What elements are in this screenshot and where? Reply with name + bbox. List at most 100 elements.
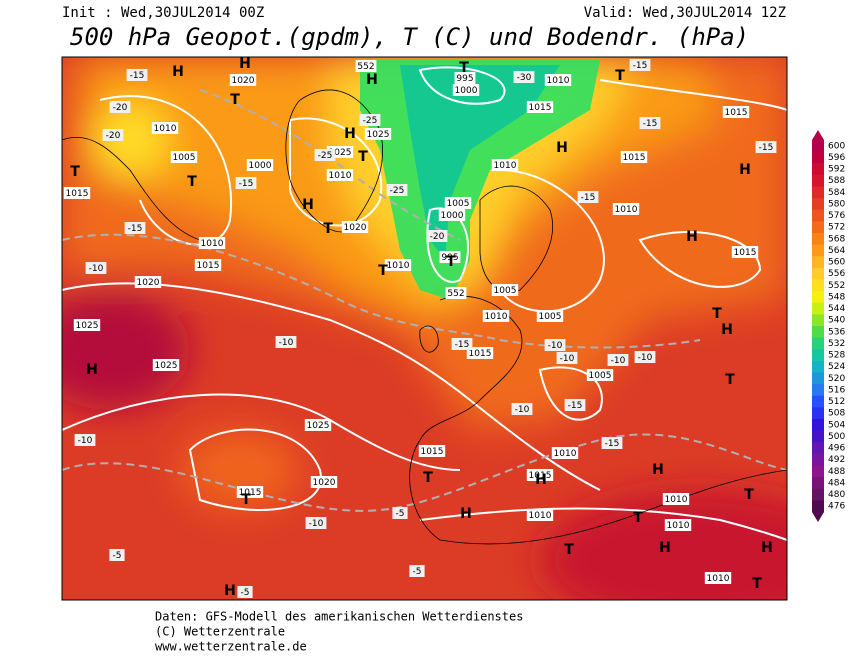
pressure-system: H bbox=[366, 72, 378, 88]
temperature-label-box bbox=[629, 59, 651, 71]
isobar-label-box bbox=[326, 169, 354, 181]
isobar-label: 1010 bbox=[547, 76, 570, 86]
temperature-label: -15 bbox=[130, 71, 145, 81]
pressure-system: T bbox=[725, 372, 735, 388]
isobar-label: 1015 bbox=[623, 153, 646, 163]
temperature-label: -25 bbox=[318, 151, 333, 161]
colorbar-label: 480 bbox=[828, 490, 845, 500]
pressure-system: H bbox=[86, 362, 98, 378]
colorbar-label: 488 bbox=[828, 467, 845, 477]
isobar-label-box bbox=[304, 419, 332, 431]
footer-line: Daten: GFS-Modell des amerikanischen Wet… bbox=[155, 610, 523, 624]
isobar-label-box bbox=[170, 151, 198, 163]
isobar-label-box bbox=[526, 101, 554, 113]
colorbar-label: 560 bbox=[828, 258, 845, 268]
temperature-label-box bbox=[511, 403, 533, 415]
temperature-label: -5 bbox=[396, 509, 405, 519]
colorbar-label: 516 bbox=[828, 385, 845, 395]
temperature-label: -10 bbox=[638, 353, 653, 363]
temperature-label-box bbox=[513, 71, 535, 83]
isobar-label: 552 bbox=[447, 289, 464, 299]
isobar-label: 1025 bbox=[367, 130, 390, 140]
temperature-label: -10 bbox=[89, 264, 104, 274]
isobar-label-box bbox=[586, 369, 614, 381]
isobar-label: 1025 bbox=[155, 361, 178, 371]
colorbar-label: 576 bbox=[828, 211, 845, 221]
isobar-label: 1020 bbox=[137, 278, 160, 288]
isobar-label: 1025 bbox=[76, 321, 99, 331]
isobar-label-box bbox=[152, 359, 180, 371]
temperature-label: -20 bbox=[113, 103, 128, 113]
isobar-label-box bbox=[526, 509, 554, 521]
temperature-label-box bbox=[237, 586, 253, 598]
isobar-label-box bbox=[151, 122, 179, 134]
isobar-label: 1005 bbox=[447, 199, 470, 209]
isobar-label-box bbox=[482, 310, 510, 322]
temperature-label-box bbox=[556, 352, 578, 364]
colorbar-swatch bbox=[812, 140, 824, 153]
isobar-label: 1025 bbox=[329, 148, 352, 158]
colorbar-swatch bbox=[812, 302, 824, 315]
isobar-label: 1000 bbox=[455, 86, 478, 96]
pressure-system: T bbox=[712, 306, 722, 322]
isobar-label-box bbox=[491, 159, 519, 171]
temperature-label: -10 bbox=[548, 341, 563, 351]
isobar-label: 1015 bbox=[197, 261, 220, 271]
colorbar-label: 584 bbox=[828, 188, 845, 198]
temperature-label: -15 bbox=[581, 193, 596, 203]
isobar-label-box bbox=[229, 74, 257, 86]
pressure-system: T bbox=[423, 470, 433, 486]
isobar-label: 1010 bbox=[707, 574, 730, 584]
map-frame bbox=[61, 56, 788, 601]
isobar-label-box bbox=[466, 347, 494, 359]
isobar-label-box bbox=[310, 476, 338, 488]
temperature-label: -15 bbox=[128, 224, 143, 234]
colorbar-bottom-arrow bbox=[812, 512, 824, 522]
temperature-label-box bbox=[126, 69, 148, 81]
colorbar-label: 536 bbox=[828, 327, 845, 337]
temperature-label-box bbox=[124, 222, 146, 234]
pressure-system: T bbox=[241, 492, 251, 508]
colorbar-label: 596 bbox=[828, 153, 845, 163]
pressure-system: T bbox=[564, 542, 574, 558]
init-time: Init : Wed,30JUL2014 00Z bbox=[62, 5, 264, 21]
pressure-system: T bbox=[230, 92, 240, 108]
isobar-label-box bbox=[364, 128, 392, 140]
colorbar-label: 552 bbox=[828, 281, 845, 291]
isobar-label: 1005 bbox=[589, 371, 612, 381]
isobar-label-box bbox=[612, 203, 640, 215]
colorbar-label: 520 bbox=[828, 374, 845, 384]
colorbar-label: 492 bbox=[828, 455, 845, 465]
isobar-label: 1015 bbox=[725, 108, 748, 118]
colorbar-label: 572 bbox=[828, 223, 845, 233]
isobar-label: 1010 bbox=[554, 449, 577, 459]
pressure-system: H bbox=[224, 583, 236, 599]
pressure-system: T bbox=[633, 510, 643, 526]
pressure-system: H bbox=[652, 462, 664, 478]
temperature-label: -15 bbox=[605, 439, 620, 449]
temperature-label-box bbox=[74, 434, 96, 446]
pressure-system: H bbox=[761, 540, 773, 556]
temperature-label-box bbox=[275, 336, 297, 348]
temperature-label-box bbox=[544, 339, 566, 351]
temperature-label: -10 bbox=[515, 405, 530, 415]
temperature-label: -15 bbox=[568, 401, 583, 411]
isobar-label-box bbox=[134, 276, 162, 288]
colorbar-label: 564 bbox=[828, 246, 845, 256]
colorbar-swatch bbox=[812, 349, 824, 362]
temperature-label: -15 bbox=[239, 179, 254, 189]
isobar-label: 1010 bbox=[665, 495, 688, 505]
temperature-label-box bbox=[634, 351, 656, 363]
colorbar-swatch bbox=[812, 395, 824, 408]
colorbar-label: 524 bbox=[828, 362, 845, 372]
isobar-label: 1010 bbox=[615, 205, 638, 215]
colorbar-label: 588 bbox=[828, 176, 845, 186]
temperature-label-box bbox=[607, 354, 629, 366]
colorbar-label: 484 bbox=[828, 478, 845, 488]
pressure-system: T bbox=[446, 254, 456, 270]
isobar-label: 1010 bbox=[485, 312, 508, 322]
temperature-label-box bbox=[109, 549, 125, 561]
temperature-label: -10 bbox=[309, 519, 324, 529]
pressure-system: T bbox=[187, 174, 197, 190]
